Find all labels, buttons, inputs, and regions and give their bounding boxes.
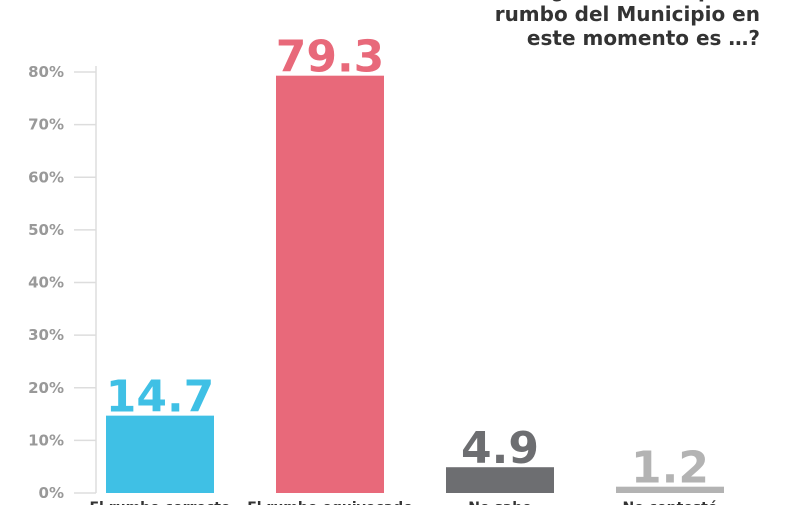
bar <box>276 75 384 493</box>
bar <box>616 486 724 493</box>
y-tick-label: 0% <box>39 484 64 502</box>
y-tick-label: 10% <box>28 431 64 449</box>
x-tick-label: El rumbo equivocado <box>247 500 413 505</box>
chart-title: este momento es …? <box>527 26 760 50</box>
bar <box>106 415 214 493</box>
y-tick-label: 30% <box>28 326 64 344</box>
value-label: 4.9 <box>461 423 539 474</box>
x-tick-label: El rumbo correcto <box>89 500 230 505</box>
chart-title: rumbo del Municipio en <box>495 2 760 26</box>
y-tick-label: 40% <box>28 274 64 292</box>
y-tick-label: 60% <box>28 168 64 186</box>
x-tick-label: No sabe <box>468 500 532 505</box>
value-label: 79.3 <box>276 32 385 83</box>
bar <box>446 467 554 493</box>
value-label: 1.2 <box>631 443 709 494</box>
y-tick-label: 20% <box>28 379 64 397</box>
value-label: 14.7 <box>106 372 215 423</box>
y-tick-label: 70% <box>28 116 64 134</box>
chart-title: ¿Usted cree que el <box>551 0 760 2</box>
x-tick-label: No contestó <box>623 500 718 505</box>
y-tick-label: 80% <box>28 63 64 81</box>
y-tick-label: 50% <box>28 221 64 239</box>
